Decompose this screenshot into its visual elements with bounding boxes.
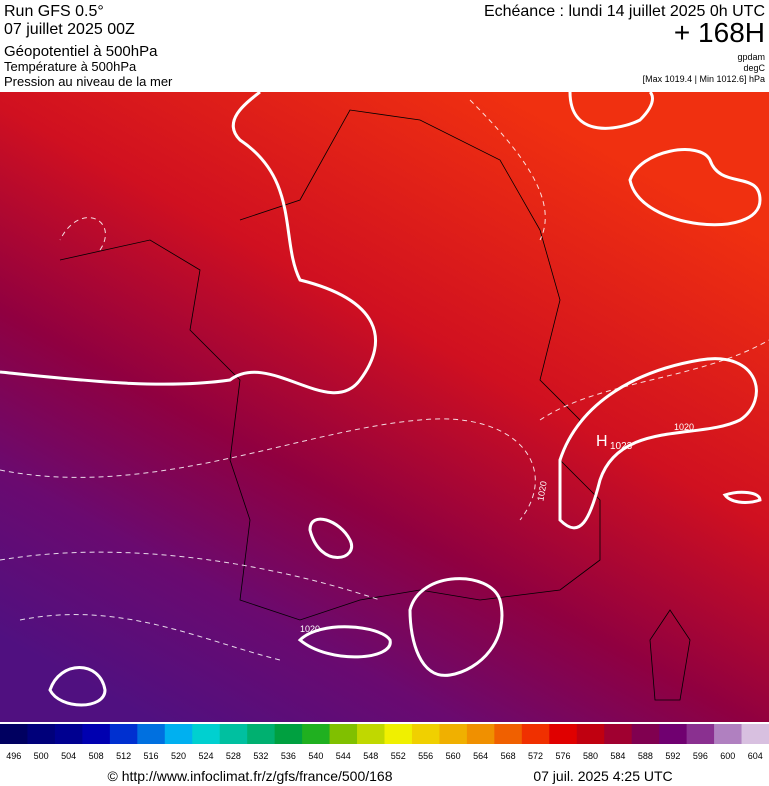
run: Run GFS 0.5° — [4, 3, 104, 20]
colorbar-swatch — [0, 724, 28, 744]
isobar — [0, 90, 377, 395]
colorbar-swatch — [576, 724, 605, 744]
colorbar-label: 560 — [446, 751, 461, 761]
colorbar-swatch — [439, 724, 468, 744]
colorbar-label: 584 — [610, 751, 625, 761]
high-letter: H — [596, 433, 608, 450]
colorbar-label: 496 — [6, 751, 21, 761]
colorbar-label: 544 — [336, 751, 351, 761]
colorbar-swatch — [137, 724, 166, 744]
isobar — [628, 148, 762, 227]
colorbar-label: 532 — [253, 751, 268, 761]
colorbar-label: 592 — [665, 751, 680, 761]
colorbar-label: 604 — [748, 751, 763, 761]
colorbar-label: 580 — [583, 751, 598, 761]
colorbar-swatch — [247, 724, 276, 744]
field: Géopotentiel à 500hPa — [4, 43, 158, 60]
isobar-label: 1020 — [300, 624, 320, 634]
colorbar-label: 596 — [693, 751, 708, 761]
colorbar-label: 520 — [171, 751, 186, 761]
timestamp: 07 juil. 2025 4:25 UTC — [533, 768, 672, 784]
colorbar-swatch — [686, 724, 715, 744]
coastline — [649, 609, 691, 701]
colorbar-label: 516 — [144, 751, 159, 761]
echeance: Echéance : lundi 14 juillet 2025 0h UTC — [484, 3, 765, 20]
lead: + 168H — [674, 17, 765, 48]
colorbar-swatch — [411, 724, 440, 744]
colorbar-label: 552 — [391, 751, 406, 761]
coastline — [59, 109, 601, 621]
isobar — [297, 625, 392, 659]
run-date: 07 juillet 2025 00Z — [4, 21, 135, 38]
isobar — [568, 90, 654, 130]
colorbar-label: 504 — [61, 751, 76, 761]
colorbar-swatch — [302, 724, 331, 744]
field: Température à 500hPa — [4, 59, 137, 74]
isobar — [408, 577, 504, 677]
colorbar-label: 540 — [308, 751, 323, 761]
map-field — [0, 92, 769, 722]
isobar-label: 1020 — [535, 480, 548, 501]
colorbar-label: 568 — [501, 751, 516, 761]
isobar — [48, 666, 107, 707]
colorbar-swatch — [521, 724, 550, 744]
colorbar-swatch — [54, 724, 83, 744]
colorbar-swatch — [549, 724, 578, 744]
colorbar-swatch — [384, 724, 413, 744]
colorbar-swatch — [357, 724, 385, 744]
high-value: 1023 — [610, 441, 633, 452]
colorbar-label: 600 — [720, 751, 735, 761]
colorbar-label: 564 — [473, 751, 488, 761]
colorbar: 496 500 504 508 512 516 520 524 528 532 536 540 544 5… — [0, 724, 769, 761]
colorbar-swatch — [109, 724, 138, 744]
isobar-label: 1020 — [674, 422, 694, 432]
colorbar-swatch — [164, 724, 193, 744]
colorbar-swatch — [219, 724, 248, 744]
field: Pression au niveau de la mer — [4, 74, 173, 89]
colorbar-label: 576 — [556, 751, 571, 761]
isobar — [558, 357, 758, 530]
temperature-contour — [0, 99, 769, 661]
colorbar-swatch — [274, 724, 303, 744]
colorbar-swatch — [714, 724, 743, 744]
range: [Max 1019.4 | Min 1012.6] hPa — [643, 74, 765, 84]
source: © http://www.infoclimat.fr/z/gfs/france/… — [108, 768, 393, 784]
colorbar-swatch — [741, 724, 769, 744]
colorbar-swatch — [631, 724, 660, 744]
colorbar-swatch — [659, 724, 688, 744]
colorbar-label: 512 — [116, 751, 131, 761]
colorbar-label: 528 — [226, 751, 241, 761]
isobar — [308, 517, 354, 559]
colorbar-swatch — [466, 724, 495, 744]
colorbar-label: 588 — [638, 751, 653, 761]
colorbar-swatch — [494, 724, 523, 744]
colorbar-label: 572 — [528, 751, 543, 761]
colorbar-swatch — [82, 724, 111, 744]
colorbar-label: 536 — [281, 751, 296, 761]
colorbar-swatch — [27, 724, 56, 744]
colorbar-swatch — [192, 724, 221, 744]
colorbar-label: 508 — [89, 751, 104, 761]
colorbar-label: 500 — [34, 751, 49, 761]
colorbar-label: 548 — [363, 751, 378, 761]
colorbar-swatch — [604, 724, 633, 744]
isobar — [722, 490, 762, 504]
colorbar-label: 556 — [418, 751, 433, 761]
colorbar-swatch — [329, 724, 358, 744]
unit: degC — [743, 63, 765, 73]
unit: gpdam — [737, 52, 765, 62]
colorbar-label: 524 — [198, 751, 213, 761]
map: H 1023 1020 1020 1020 — [0, 90, 769, 722]
